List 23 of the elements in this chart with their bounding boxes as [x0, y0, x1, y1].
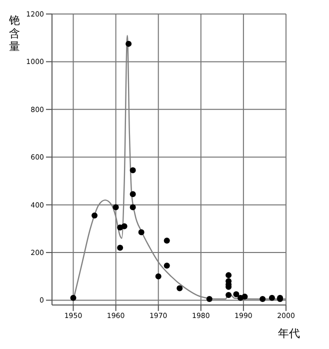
- point: [226, 272, 232, 278]
- point: [226, 292, 232, 298]
- point: [126, 40, 132, 47]
- point: [260, 296, 266, 302]
- point: [164, 238, 170, 244]
- x-axis-title: 年代: [278, 326, 300, 341]
- point: [176, 285, 183, 292]
- point: [164, 262, 170, 269]
- point: [268, 294, 275, 301]
- point: [155, 273, 162, 280]
- point: [121, 223, 128, 230]
- point: [112, 204, 119, 210]
- point: [130, 204, 136, 210]
- point: [242, 294, 248, 300]
- point: [70, 294, 76, 301]
- point: [92, 212, 98, 219]
- point: [206, 296, 212, 302]
- point: [130, 191, 136, 198]
- point: [130, 167, 136, 174]
- point: [138, 229, 144, 236]
- y-axis-title: 铯含量: [9, 14, 21, 53]
- point: [117, 244, 124, 251]
- point: [233, 291, 240, 298]
